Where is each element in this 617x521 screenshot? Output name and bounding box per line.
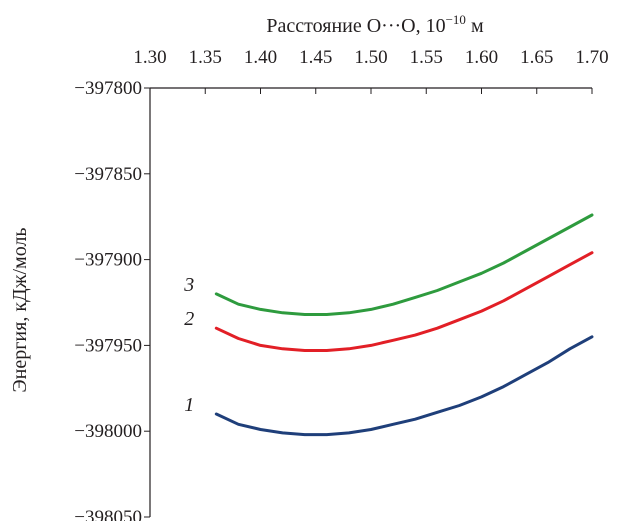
x-axis-title-unit: м (466, 15, 484, 37)
series-label-3: 3 (183, 274, 194, 296)
x-ticks: 1.30 1.35 1.40 1.45 1.50 1.55 1.60 1.65 1.70 (133, 47, 609, 94)
y-tick-label: −397850 (74, 164, 142, 185)
y-tick-label: −398050 (74, 507, 142, 521)
y-axis-title: Энергия, кДж/моль (9, 227, 31, 392)
y-tick-label: −397900 (74, 250, 142, 271)
x-axis-title: Расстояние O···O, 10−10 м (266, 12, 484, 37)
x-tick-label: 1.55 (410, 47, 443, 68)
x-tick-label: 1.45 (299, 47, 332, 68)
y-tick-label: −397800 (74, 78, 142, 99)
series-label-1: 1 (184, 394, 194, 416)
x-tick-label: 1.70 (575, 47, 608, 68)
x-tick-label: 1.65 (520, 47, 553, 68)
x-tick-label: 1.50 (354, 47, 387, 68)
series-line-3 (214, 213, 594, 316)
x-tick-label: 1.35 (189, 47, 222, 68)
series-labels: 3 2 1 (183, 274, 194, 416)
series-line-1 (214, 335, 594, 437)
series-lines (214, 213, 594, 437)
y-ticks: −397800 −397850 −397900 −397950 −398000 −3980… (74, 78, 150, 521)
y-tick-label: −397950 (74, 335, 142, 356)
x-tick-label: 1.60 (465, 47, 498, 68)
x-axis-title-main: Расстояние O···O, 10 (266, 15, 445, 37)
axes (149, 87, 592, 517)
x-tick-label: 1.30 (133, 47, 166, 68)
x-axis-title-exponent: −10 (446, 12, 466, 27)
series-line-2 (214, 251, 594, 352)
series-label-2: 2 (184, 308, 194, 330)
y-tick-label: −398000 (74, 421, 142, 442)
x-tick-label: 1.40 (244, 47, 277, 68)
